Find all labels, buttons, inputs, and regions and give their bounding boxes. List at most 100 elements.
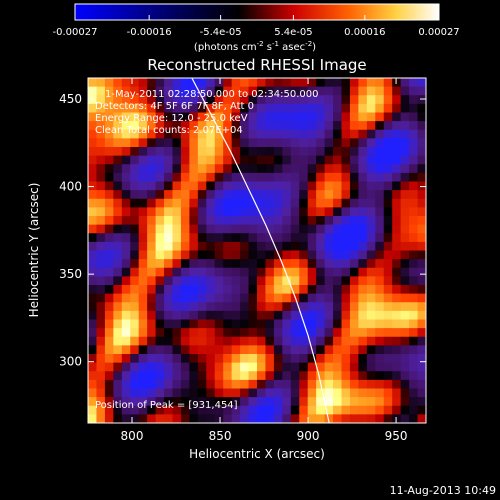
heatmap-cell (409, 276, 419, 286)
heatmap-cell (324, 172, 334, 183)
heatmap-cell (299, 112, 309, 122)
heatmap-cell (316, 397, 326, 407)
heatmap-cell (214, 371, 224, 381)
heatmap-cell (96, 190, 106, 200)
heatmap-cell (417, 112, 426, 122)
heatmap-cell (366, 147, 376, 157)
heatmap-cell (231, 103, 241, 114)
heatmap-cell (113, 310, 123, 321)
colorbar-tick-label: -0.00027 (53, 27, 98, 38)
heatmap-cell (282, 181, 292, 191)
heatmap-cell (180, 336, 190, 346)
heatmap-cell (180, 379, 190, 390)
heatmap-cell (130, 233, 140, 243)
heatmap-cell (113, 293, 123, 303)
heatmap-cell (282, 259, 292, 269)
heatmap-cell (282, 414, 292, 423)
heatmap-cell (248, 155, 258, 165)
heatmap-cell (147, 310, 157, 321)
heatmap-cell (257, 414, 267, 423)
heatmap-cell (240, 345, 250, 355)
heatmap-cell (155, 190, 165, 200)
heatmap-cell (155, 95, 165, 105)
heatmap-cell (164, 233, 174, 243)
heatmap-cell (155, 138, 165, 148)
heatmap-cell (282, 155, 292, 165)
heatmap-cell (96, 112, 106, 122)
heatmap-cell (273, 78, 283, 88)
heatmap-image (88, 78, 426, 423)
heatmap-cell (383, 147, 393, 157)
heatmap-cell (358, 336, 368, 346)
heatmap-cell (214, 86, 224, 96)
heatmap-cell (324, 310, 334, 321)
heatmap-cell (147, 371, 157, 381)
time-range-label: 1-May-2011 02:28:50.000 to 02:34:50.000 (105, 89, 318, 100)
heatmap-cell (383, 224, 393, 234)
heatmap-cell (104, 121, 114, 131)
heatmap-cell (265, 250, 275, 260)
heatmap-cell (265, 379, 275, 390)
heatmap-cell (307, 414, 317, 423)
heatmap-cell (121, 267, 131, 277)
heatmap-cell (324, 319, 334, 329)
heatmap-cell (96, 78, 106, 88)
heatmap-cell (231, 233, 241, 243)
heatmap-cell (180, 285, 190, 295)
heatmap-cell (316, 86, 326, 96)
heatmap-cell (197, 190, 207, 200)
heatmap-cell (104, 155, 114, 165)
heatmap-cell (417, 164, 426, 174)
heatmap-cell (172, 388, 182, 398)
heatmap-cell (358, 164, 368, 174)
heatmap-cell (349, 328, 359, 338)
heatmap-cell (383, 241, 393, 252)
heatmap-cell (248, 164, 258, 174)
heatmap-cell (155, 302, 165, 312)
heatmap-cell (155, 354, 165, 364)
heatmap-cell (164, 95, 174, 105)
heatmap-cell (104, 336, 114, 346)
heatmap-cell (392, 310, 402, 321)
heatmap-cell (214, 405, 224, 415)
heatmap-cell (383, 155, 393, 165)
heatmap-cell (138, 216, 148, 226)
heatmap-cell (155, 328, 165, 338)
heatmap-cell (282, 276, 292, 286)
heatmap-cell (273, 267, 283, 277)
heatmap-cell (282, 95, 292, 105)
heatmap-cell (299, 250, 309, 260)
heatmap-cell (147, 336, 157, 346)
heatmap-cell (164, 362, 174, 372)
heatmap-cell (341, 147, 351, 157)
heatmap-cell (155, 414, 165, 423)
heatmap-cell (375, 276, 385, 286)
heatmap-cell (197, 302, 207, 312)
heatmap-cell (290, 78, 300, 88)
heatmap-cell (409, 78, 419, 88)
heatmap-cell (248, 224, 258, 234)
heatmap-cell (180, 112, 190, 122)
heatmap-cell (392, 388, 402, 398)
heatmap-cell (155, 371, 165, 381)
heatmap-cell (375, 78, 385, 88)
heatmap-cell (316, 155, 326, 165)
heatmap-cell (240, 164, 250, 174)
heatmap-cell (409, 121, 419, 131)
heatmap-cell (172, 86, 182, 96)
heatmap-cell (358, 147, 368, 157)
heatmap-cell (358, 86, 368, 96)
heatmap-cell (383, 336, 393, 346)
heatmap-cell (248, 285, 258, 295)
heatmap-cell (392, 345, 402, 355)
heatmap-cell (257, 310, 267, 321)
heatmap-cell (189, 362, 199, 372)
heatmap-cell (409, 112, 419, 122)
heatmap-cell (240, 224, 250, 234)
heatmap-cell (138, 207, 148, 217)
heatmap-cell (383, 319, 393, 329)
heatmap-cell (214, 190, 224, 200)
heatmap-cell (392, 267, 402, 277)
heatmap-cell (155, 164, 165, 174)
heatmap-cell (248, 371, 258, 381)
